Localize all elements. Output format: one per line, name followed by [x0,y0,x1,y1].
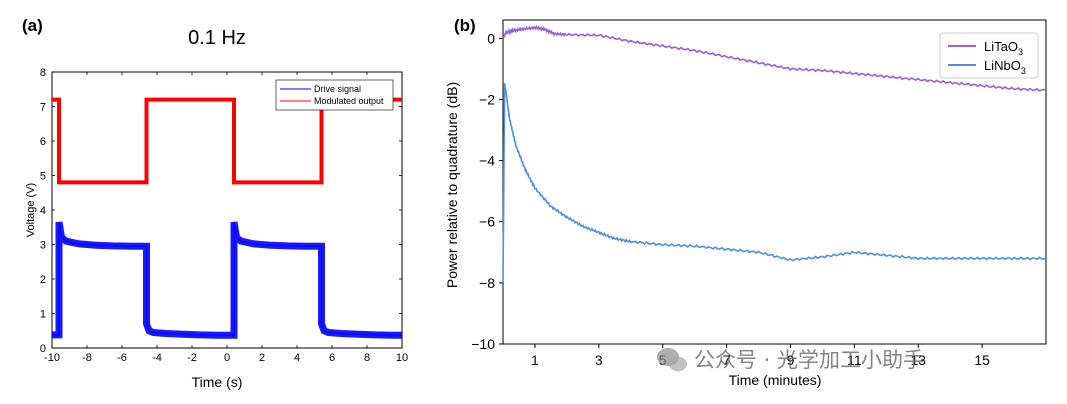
panel-a-legend-box [275,79,394,111]
panel-a-xtick-label: -6 [117,352,127,364]
panel-a-xtick-label: -4 [152,352,162,364]
panel-b-ytick-label: 0 [487,30,495,46]
panel-a-ytick-label: 5 [40,171,46,183]
panel-b-xtick-label: 13 [910,352,926,368]
panel-b-ytick-label: −6 [479,214,495,230]
panel-b-xtick-label: 9 [787,352,795,368]
panel-b: (b) 135791113150−2−4−6−8−10 Time (minute… [444,16,1047,388]
panel-a: (a) 0.1 Hz -10 -8 -6 -4 -2 0 2 4 6 8 10 0 1 2 3 4 5 6 7 8 T… [22,16,408,390]
series-drive-signal [52,221,402,339]
panel-b-ytick-label: −8 [479,275,495,291]
panel-a-ytick-label: 8 [40,67,46,79]
series-linbo3 [502,83,1047,283]
panel-b-xtick-label: 1 [531,352,539,368]
series-drive-signal-edge [52,222,402,336]
watermark: 公众号 · 光学加工小助手 [657,348,924,372]
panel-a-xtick-label: -2 [187,352,197,364]
panel-a-xtick-label: 0 [224,352,230,364]
panel-b-legend-box [939,32,1039,79]
panel-b-xtick-label: 3 [595,352,603,368]
panel-a-plot-frame [51,71,403,349]
panel-a-ticks: -10 -8 -6 -4 -2 0 2 4 6 8 10 0 1 2 3 4 5 6 7 8 [40,67,408,364]
panel-a-xtick-label: 10 [396,352,408,364]
panel-b-plot-frame [502,19,1047,345]
panel-a-label: (a) [22,16,43,35]
panel-b-ytick-label: −4 [479,153,495,169]
panel-b-ticks: 135791113150−2−4−6−8−10 [471,30,990,368]
panel-a-xtick-label: 4 [294,352,300,364]
series-litao3 [502,24,1047,92]
legend-linbo3-sub: 3 [1021,66,1026,76]
panel-a-xtick-label: -10 [44,352,60,364]
panel-a-ytick-label: 6 [40,136,46,148]
legend-linbo3-label: LiNbO3 [984,58,1026,76]
panel-a-xtick-label: 6 [329,352,335,364]
panel-b-ytick-label: −2 [479,91,495,107]
series-modulated-output [52,97,402,185]
panel-a-ytick-label: 0 [40,343,46,355]
legend-litao3-base: LiTaO [984,39,1018,54]
panel-b-series [502,24,1047,283]
panel-a-ytick-label: 1 [40,309,46,321]
panel-b-label: (b) [454,16,476,35]
panel-a-ytick-label: 3 [40,240,46,252]
panel-a-ytick-label: 2 [40,274,46,286]
legend-litao3-label: LiTaO3 [984,39,1023,57]
panel-b-xlabel: Time (minutes) [729,372,822,388]
panel-a-xlabel: Time (s) [192,374,243,390]
legend-drive-signal-label: Drive signal [314,84,361,94]
panel-a-xtick-label: -8 [82,352,92,364]
panel-b-ytick-label: −10 [471,336,495,352]
panel-a-title: 0.1 Hz [188,27,246,49]
legend-modulated-output-label: Modulated output [314,96,384,106]
panel-a-xtick-label: 2 [259,352,265,364]
panel-b-ylabel: Power relative to quadrature (dB) [444,82,460,288]
series-modulated-output-edge [52,99,402,183]
panel-a-ytick-label: 7 [40,102,46,114]
wechat-icon [657,348,687,372]
panel-a-legend: Drive signal Modulated output [275,79,394,111]
panel-b-xtick-label: 11 [847,352,862,368]
panel-b-xtick-label: 15 [974,352,990,368]
panel-b-legend: LiTaO3 LiNbO3 [939,32,1039,79]
panel-a-ytick-label: 4 [40,205,46,217]
panel-a-xtick-label: 8 [364,352,370,364]
legend-linbo3-base: LiNbO [984,58,1021,73]
watermark-text: 公众号 · 光学加工小助手 [694,348,924,372]
legend-litao3-sub: 3 [1018,47,1023,57]
panel-a-ylabel: Voltage (V) [25,183,37,237]
panel-a-series [52,97,402,339]
panel-b-xtick-label: 7 [723,352,731,368]
